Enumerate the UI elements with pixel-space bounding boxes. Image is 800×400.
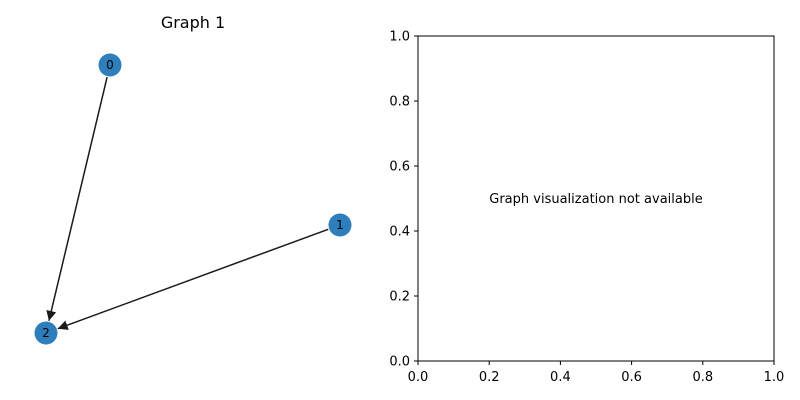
x-tick-label: 0.4 xyxy=(550,370,571,385)
plot-frame xyxy=(417,35,775,362)
node-label: 2 xyxy=(42,326,50,340)
not-available-message: Graph visualization not available xyxy=(489,192,702,207)
edges-layer xyxy=(46,76,329,330)
node-label: 1 xyxy=(336,218,344,232)
graph-panel: Graph 1 0 1 2 xyxy=(34,13,352,345)
edge-1-to-2 xyxy=(57,228,329,330)
node-circle xyxy=(98,53,122,77)
y-tick-label: 1.0 xyxy=(389,30,410,45)
node-0: 0 xyxy=(98,53,122,77)
y-tick-label: 0.2 xyxy=(389,290,410,305)
x-tick-label: 0.0 xyxy=(408,370,429,385)
node-1: 1 xyxy=(328,213,352,237)
node-circle xyxy=(34,321,58,345)
x-axis-ticks: 0.0 0.2 0.4 0.6 0.8 1.0 xyxy=(408,361,785,385)
empty-plot: 0.0 0.2 0.4 0.6 0.8 1.0 0.0 0.2 0.4 0.6 0.8 1.0 Gr… xyxy=(389,30,784,386)
y-tick-label: 0.4 xyxy=(389,225,410,240)
node-circle xyxy=(328,213,352,237)
node-label: 0 xyxy=(106,58,114,72)
y-tick-label: 0.0 xyxy=(389,355,410,370)
nodes-layer: 0 1 2 xyxy=(34,53,352,345)
x-tick-label: 0.2 xyxy=(479,370,500,385)
node-2: 2 xyxy=(34,321,58,345)
y-tick-label: 0.8 xyxy=(389,95,410,110)
x-tick-label: 0.6 xyxy=(621,370,642,385)
edge-0-to-2 xyxy=(46,76,108,322)
y-axis-ticks: 0.0 0.2 0.4 0.6 0.8 1.0 xyxy=(389,30,418,370)
x-tick-label: 0.8 xyxy=(692,370,713,385)
x-tick-label: 1.0 xyxy=(764,370,785,385)
graph-title: Graph 1 xyxy=(161,13,225,32)
y-tick-label: 0.6 xyxy=(389,160,410,175)
